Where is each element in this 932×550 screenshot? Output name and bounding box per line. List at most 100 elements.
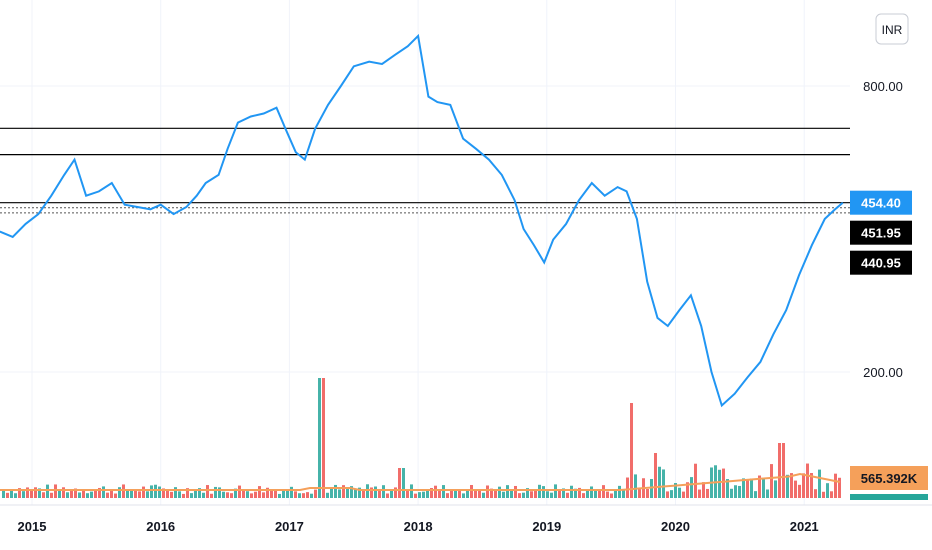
- volume-bar: [306, 492, 309, 498]
- volume-bar: [606, 491, 609, 498]
- volume-bar: [362, 489, 365, 498]
- volume-bar: [202, 492, 205, 498]
- volume-bar: [622, 490, 625, 498]
- volume-bar: [282, 489, 285, 498]
- volume-bar: [746, 480, 749, 498]
- volume-bar: [814, 489, 817, 498]
- volume-bar: [806, 463, 809, 498]
- volume-bar: [438, 490, 441, 498]
- volume-bar: [358, 487, 361, 498]
- volume-bar: [766, 489, 769, 498]
- volume-bar: [342, 485, 345, 498]
- volume-bar: [798, 484, 801, 498]
- price-labels: 454.40 451.95 440.95: [850, 190, 912, 275]
- volume-bar: [422, 491, 425, 498]
- price-label: 440.95: [861, 256, 901, 271]
- volume-bar: [522, 492, 525, 498]
- volume-bar: [166, 490, 169, 498]
- volume-bar: [474, 489, 477, 498]
- volume-bar: [6, 492, 9, 498]
- volume-bar: [486, 485, 489, 498]
- volume-bar: [38, 488, 41, 498]
- volume-bar: [402, 468, 405, 498]
- volume-bar: [314, 489, 317, 498]
- volume-value: 565.392K: [861, 471, 918, 486]
- volume-bar: [458, 490, 461, 498]
- currency-badge[interactable]: INR: [875, 13, 909, 45]
- volume-bar: [218, 487, 221, 498]
- volume-bar: [82, 490, 85, 498]
- volume-bar: [434, 485, 437, 498]
- volume-bar: [598, 489, 601, 498]
- volume-bar: [774, 480, 777, 498]
- volume-bar: [338, 489, 341, 498]
- volume-bar: [534, 490, 537, 498]
- volume-bar: [506, 485, 509, 498]
- volume-bar: [354, 488, 357, 498]
- volume-bar: [610, 493, 613, 498]
- volume-bar: [122, 484, 125, 498]
- volume-bar: [222, 491, 225, 498]
- volume-bar: [802, 473, 805, 498]
- volume-bar: [270, 489, 273, 498]
- volume-bar: [154, 484, 157, 498]
- volume-bar: [450, 489, 453, 498]
- volume-bar: [370, 487, 373, 498]
- volume-bar: [210, 493, 213, 498]
- volume-bar: [142, 486, 145, 498]
- volume-bar: [446, 493, 449, 498]
- volume-bar: [786, 474, 789, 498]
- volume-bar: [214, 486, 217, 498]
- volume-bar: [138, 491, 141, 498]
- volume-bar: [322, 378, 325, 498]
- volume-bar: [58, 489, 61, 498]
- volume-bar: [146, 491, 149, 498]
- volume-bar: [46, 484, 49, 498]
- volume-bar: [630, 403, 633, 498]
- volume-bar: [14, 493, 17, 498]
- price-label-bg: [850, 190, 912, 215]
- y-tick-label: 800.00: [863, 79, 903, 94]
- price-label: 451.95: [861, 226, 901, 241]
- volume-bar: [114, 493, 117, 498]
- volume-bar: [242, 489, 245, 498]
- volume-bar: [646, 489, 649, 498]
- volume-bar: [482, 492, 485, 498]
- volume-bar: [530, 491, 533, 498]
- volume-bar: [350, 486, 353, 498]
- volume-bar: [618, 485, 621, 498]
- y-axis-ticks: 800.00 200.00: [863, 79, 903, 380]
- volume-bar: [10, 489, 13, 498]
- volume-bar: [42, 492, 45, 498]
- volume-bar: [130, 489, 133, 498]
- volume-bar: [754, 491, 757, 498]
- volume-bar: [334, 484, 337, 498]
- volume-bar: [290, 486, 293, 498]
- volume-bar: [590, 486, 593, 498]
- volume-bar: [674, 483, 677, 498]
- volume-bar: [594, 489, 597, 498]
- volume-moving-average: [0, 472, 841, 491]
- volume-bar: [110, 489, 113, 498]
- x-tick-label: 2021: [790, 519, 819, 534]
- volume-bar: [54, 484, 57, 498]
- volume-bar: [542, 486, 545, 498]
- x-tick-label: 2015: [18, 519, 47, 534]
- volume-bar: [182, 493, 185, 498]
- x-tick-label: 2019: [532, 519, 561, 534]
- volume-bar: [394, 487, 397, 498]
- volume-bar: [690, 477, 693, 498]
- volume-bar: [782, 443, 785, 498]
- volume-bar: [62, 487, 65, 498]
- volume-bar: [98, 487, 101, 498]
- volume-bar: [238, 485, 241, 498]
- volume-bar: [662, 469, 665, 498]
- volume-bar: [654, 453, 657, 498]
- volume-bar: [206, 485, 209, 498]
- volume-bar: [626, 477, 629, 498]
- volume-bar: [190, 493, 193, 498]
- volume-bar: [498, 486, 501, 498]
- volume-bar: [366, 484, 369, 498]
- horizontal-price-lines[interactable]: 651.60573.70: [0, 116, 912, 214]
